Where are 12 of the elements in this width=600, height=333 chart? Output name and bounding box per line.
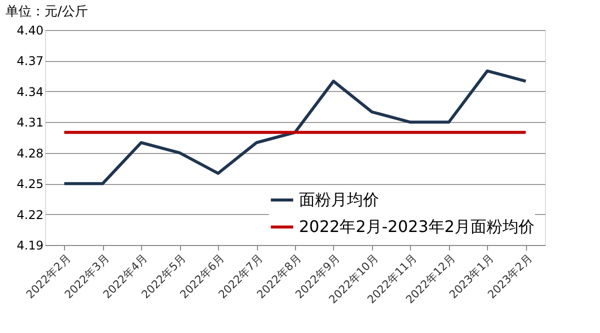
y-tick-label: 4.31: [16, 116, 44, 130]
y-axis-title: 单位：元/公斤: [6, 4, 88, 20]
legend-label: 2022年2月-2023年2月面粉均价: [299, 217, 535, 236]
y-tick-label: 4.25: [16, 177, 44, 192]
y-tick-label: 4.34: [16, 84, 44, 99]
y-tick-label: 4.28: [16, 146, 44, 160]
y-tick-label: 4.37: [16, 54, 44, 68]
y-tick-label: 4.19: [16, 238, 44, 252]
y-tick-label: 4.40: [16, 24, 44, 38]
legend-label: 面粉月均价: [299, 190, 379, 209]
line-series: [62, 69, 528, 186]
y-tick-label: 4.22: [16, 208, 44, 222]
